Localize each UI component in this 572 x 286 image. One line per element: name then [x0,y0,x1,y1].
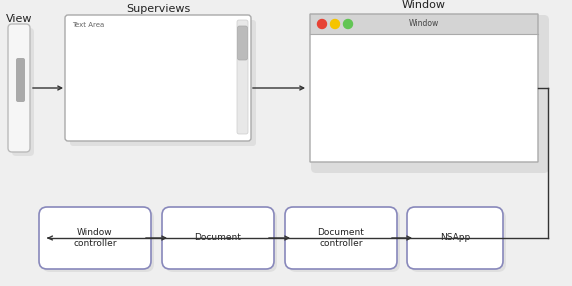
FancyBboxPatch shape [410,210,506,272]
FancyBboxPatch shape [39,207,151,269]
FancyBboxPatch shape [237,26,248,60]
FancyBboxPatch shape [16,58,25,102]
FancyBboxPatch shape [310,14,538,34]
FancyBboxPatch shape [285,207,397,269]
FancyBboxPatch shape [237,20,248,134]
Text: NSApp: NSApp [440,233,470,243]
FancyBboxPatch shape [65,15,251,141]
Circle shape [331,19,340,29]
Circle shape [344,19,352,29]
Text: View: View [6,14,32,24]
FancyBboxPatch shape [407,207,503,269]
Circle shape [317,19,327,29]
FancyBboxPatch shape [165,210,277,272]
FancyBboxPatch shape [162,207,274,269]
FancyBboxPatch shape [311,15,549,173]
Text: Window
controller: Window controller [73,228,117,249]
FancyBboxPatch shape [70,20,256,146]
FancyBboxPatch shape [310,34,538,162]
FancyBboxPatch shape [12,28,34,156]
Text: Document
controller: Document controller [317,228,364,249]
Text: Window: Window [402,0,446,10]
Text: Document: Document [194,233,241,243]
FancyBboxPatch shape [42,210,154,272]
FancyBboxPatch shape [288,210,400,272]
FancyBboxPatch shape [8,24,30,152]
Text: Text Area: Text Area [72,22,104,28]
Text: Superviews: Superviews [126,4,190,14]
Text: Window: Window [409,19,439,29]
